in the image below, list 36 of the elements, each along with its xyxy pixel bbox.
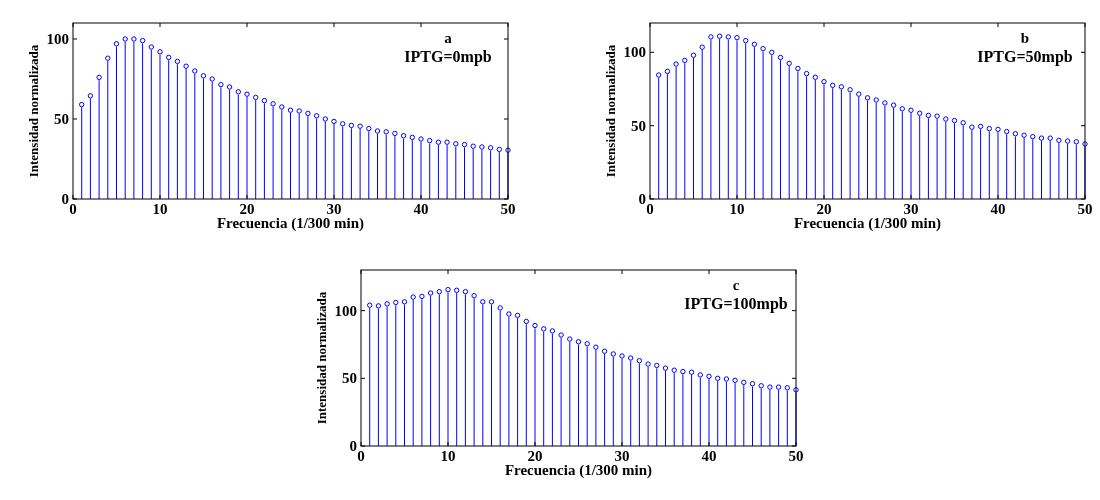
annotation: IPTG=50mpb bbox=[977, 48, 1073, 66]
x-axis-title: Frecuencia (1/300 min) bbox=[504, 462, 653, 479]
y-tick-label: 0 bbox=[638, 191, 646, 207]
y-tick-label: 100 bbox=[334, 302, 357, 319]
annotation: IPTG=0mpb bbox=[404, 48, 492, 66]
annotation: c bbox=[732, 277, 740, 293]
x-tick-label: 20 bbox=[816, 201, 832, 217]
annotation: IPTG=100mpb bbox=[684, 295, 788, 313]
y-axis-title: Intensidad normalizada bbox=[314, 291, 329, 425]
x-tick-label: 30 bbox=[903, 201, 919, 217]
y-axis-title: Intensidad normalizada bbox=[603, 44, 618, 178]
x-tick-label: 20 bbox=[239, 201, 255, 217]
x-tick-label: 50 bbox=[788, 448, 804, 464]
x-tick-label: 40 bbox=[413, 201, 429, 217]
x-tick-label: 40 bbox=[701, 448, 717, 464]
x-tick-label: 10 bbox=[440, 448, 456, 464]
annotation: a bbox=[444, 30, 453, 46]
y-tick-label: 50 bbox=[342, 370, 357, 387]
x-tick-label: 30 bbox=[614, 448, 630, 464]
x-tick-label: 20 bbox=[527, 448, 543, 464]
y-tick-label: 100 bbox=[623, 44, 646, 61]
y-tick-label: 0 bbox=[61, 191, 69, 207]
x-tick-label: 50 bbox=[1077, 201, 1093, 217]
annotation: b bbox=[1020, 30, 1030, 46]
x-axis-title: Frecuencia (1/300 min) bbox=[793, 215, 942, 232]
x-tick-label: 40 bbox=[990, 201, 1006, 217]
x-tick-label: 50 bbox=[500, 201, 516, 217]
y-tick-label: 50 bbox=[631, 117, 646, 134]
y-tick-label: 50 bbox=[54, 111, 69, 127]
x-tick-label: 30 bbox=[326, 201, 342, 217]
x-tick-label: 10 bbox=[729, 201, 745, 217]
x-axis-title: Frecuencia (1/300 min) bbox=[216, 215, 365, 232]
y-tick-label: 0 bbox=[349, 438, 357, 454]
y-axis-title: Intensidad normalizada bbox=[26, 44, 41, 178]
y-tick-label: 100 bbox=[46, 31, 69, 47]
x-tick-label: 10 bbox=[152, 201, 168, 217]
